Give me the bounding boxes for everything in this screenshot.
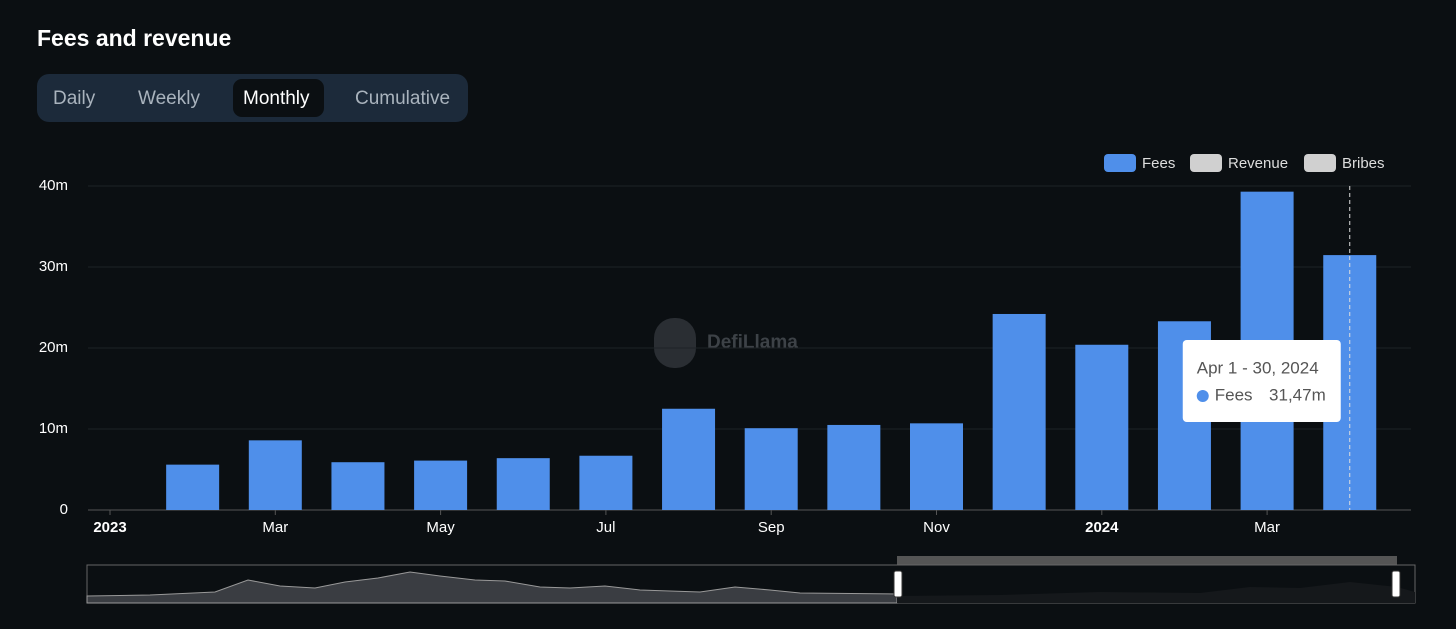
active-tab-bg [233, 79, 324, 117]
bar [827, 424, 881, 510]
legend-swatch [1190, 154, 1222, 172]
tooltip-series: Fees [1215, 385, 1253, 404]
x-tick-label: Mar [262, 519, 288, 536]
y-tick-label: 0 [60, 501, 68, 518]
bar [744, 428, 798, 510]
legend-label[interactable]: Revenue [1228, 155, 1288, 172]
x-tick-label: May [426, 519, 455, 536]
bar [331, 462, 385, 510]
legend-label[interactable]: Fees [1142, 155, 1175, 172]
overview-area [86, 571, 898, 604]
watermark: DefiLlama [707, 332, 798, 353]
y-tick-label: 10m [39, 420, 68, 437]
y-tick-label: 20m [39, 339, 68, 356]
x-tick-label: 2023 [93, 519, 126, 536]
brush-handle[interactable] [1391, 570, 1401, 598]
watermark-logo [654, 318, 696, 368]
tabs: Daily Weekly Monthly Cumulative [53, 79, 450, 117]
legend-swatch [1104, 154, 1136, 172]
x-tick-label: Jul [596, 519, 615, 536]
bar [414, 460, 468, 510]
plot: DefiLlama 0 10m 20m 30m 40m 2023 Mar May Jul Sep No… [39, 154, 1411, 536]
bar [248, 440, 302, 510]
bar [496, 458, 550, 510]
brush-handle-bar [897, 556, 1397, 565]
tab[interactable]: Daily [53, 88, 96, 109]
overview [86, 556, 1416, 604]
y-tick-label: 40m [39, 177, 68, 194]
tab[interactable]: Cumulative [355, 88, 450, 109]
tab[interactable]: Weekly [138, 88, 200, 109]
bar [579, 455, 633, 510]
tooltip-dot [1196, 390, 1209, 402]
legend-label[interactable]: Bribes [1342, 155, 1385, 172]
x-tick-label: Nov [923, 519, 950, 536]
y-tick-label: 30m [39, 258, 68, 275]
tab[interactable]: Monthly [243, 88, 310, 109]
chart-title: Fees and revenue [37, 25, 231, 51]
bar [662, 408, 716, 510]
bar [166, 464, 220, 510]
overview-area-selected [897, 582, 1415, 603]
bar [992, 313, 1046, 510]
bar [910, 423, 963, 510]
x-tick-label: 2024 [1085, 519, 1119, 536]
legend-swatch [1304, 154, 1336, 172]
x-tick-label: Sep [758, 519, 785, 536]
tooltip [1182, 340, 1341, 422]
tooltip-value: 31,47m [1269, 385, 1326, 404]
brush-handle[interactable] [893, 570, 903, 598]
bar [1075, 344, 1129, 510]
tooltip-title: Apr 1 - 30, 2024 [1197, 358, 1319, 377]
x-tick-label: Mar [1254, 519, 1280, 536]
